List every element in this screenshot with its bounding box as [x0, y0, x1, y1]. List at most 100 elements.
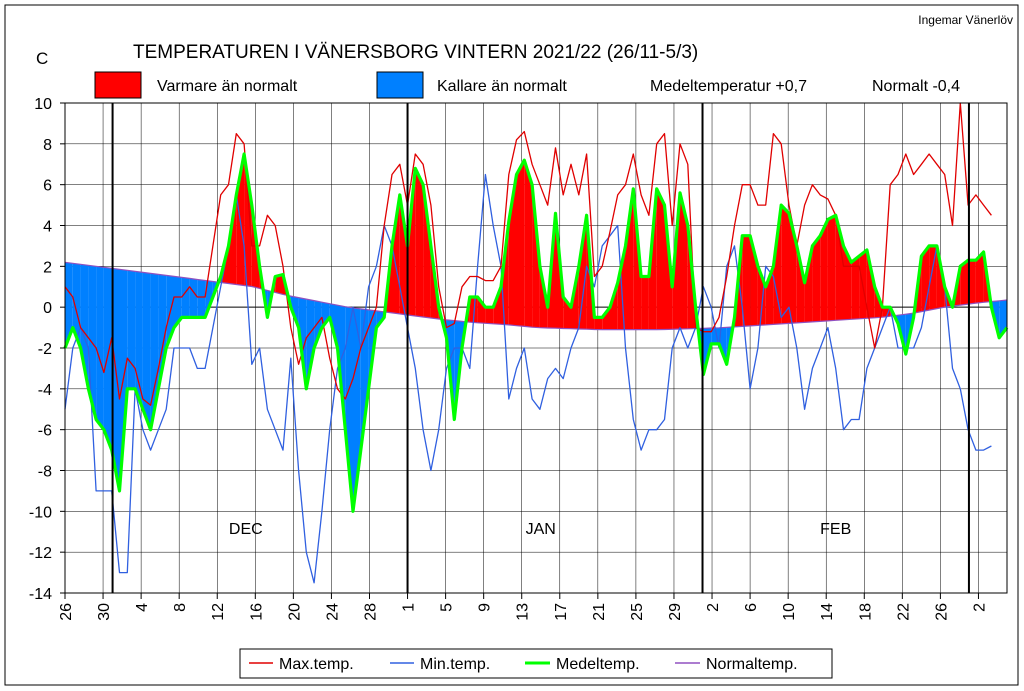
- warm-anomaly-fill: [866, 250, 875, 319]
- x-tick-label: 4: [134, 603, 151, 612]
- x-tick-label: 16: [248, 603, 265, 621]
- x-tick-label: 14: [819, 603, 836, 621]
- legend-warm-swatch: [94, 71, 142, 99]
- cold-anomaly-fill: [189, 278, 198, 318]
- y-axis-ticks: 10 8 6 4 2 0 -2 -4 -6 -8 -10 -12 -14: [29, 96, 65, 603]
- cold-anomaly-fill: [103, 267, 112, 451]
- x-tick-label: 26: [933, 603, 950, 621]
- cold-anomaly-fill: [174, 276, 182, 328]
- x-tick-label: 2: [705, 603, 722, 612]
- month-labels: DEC JAN FEB: [229, 521, 851, 538]
- y-tick-label: 0: [43, 300, 52, 317]
- x-tick-label: 20: [286, 603, 303, 621]
- legend-mean-label: Medeltemp.: [556, 656, 640, 673]
- legend-cold-swatch: [376, 71, 424, 99]
- legend-max-label: Max.temp.: [279, 656, 354, 673]
- warm-anomaly-fill: [742, 235, 751, 327]
- warm-anomaly-fill: [392, 194, 400, 314]
- month-label: FEB: [820, 521, 851, 538]
- warm-anomaly-fill: [804, 245, 813, 323]
- y-tick-label: -10: [29, 504, 52, 521]
- cold-anomaly-fill: [321, 302, 330, 328]
- x-tick-label: 30: [96, 603, 113, 621]
- warm-anomaly-fill: [656, 188, 665, 330]
- warm-anomaly-fill: [781, 205, 789, 324]
- y-tick-label: 2: [43, 259, 52, 276]
- warm-anomaly-fill: [820, 219, 828, 322]
- warm-anomaly-fill: [960, 260, 969, 306]
- x-tick-label: 6: [743, 603, 760, 612]
- x-tick-label: 17: [553, 603, 570, 621]
- cold-anomaly-fill: [65, 262, 73, 348]
- author-credit: Ingemar Vänerlöv: [918, 13, 1013, 27]
- warm-anomaly-fill: [415, 168, 424, 317]
- month-boundaries: [111, 103, 970, 593]
- x-tick-label: 2: [971, 603, 988, 612]
- y-tick-label: -4: [38, 382, 52, 399]
- y-tick-label: -6: [38, 423, 52, 440]
- x-tick-label: 8: [172, 603, 189, 612]
- y-tick-label: -8: [38, 464, 52, 481]
- cold-anomaly-fill: [96, 266, 104, 430]
- x-axis-ticks: 26 30 4 8 12 16 20 24 28 1 5 9 13 17 21 25 29 2 6 10 14 18 22 2…: [58, 593, 988, 621]
- warm-anomaly-fill: [610, 282, 618, 330]
- x-tick-label: 13: [515, 603, 532, 621]
- warm-anomaly-fill: [524, 160, 533, 328]
- cold-anomaly-fill: [306, 299, 315, 389]
- cold-anomaly-fill: [111, 268, 120, 491]
- warm-anomaly-fill: [625, 188, 634, 330]
- warm-anomaly-fill: [765, 266, 774, 325]
- warm-anomaly-fill: [680, 192, 688, 329]
- mean-temperature-label: Medeltemperatur +0,7: [650, 78, 807, 95]
- warm-anomaly-fill: [975, 252, 984, 304]
- warm-anomaly-fill: [275, 274, 283, 295]
- cold-anomaly-fill: [142, 272, 151, 430]
- y-tick-label: 10: [34, 96, 52, 113]
- x-tick-label: 29: [667, 603, 684, 621]
- warm-anomaly-fill: [244, 154, 252, 287]
- y-tick-label: 4: [43, 219, 52, 236]
- warm-anomaly-fill: [827, 215, 836, 321]
- x-tick-label: 28: [362, 603, 379, 621]
- legend-warm-label: Varmare än normalt: [157, 78, 298, 95]
- cold-anomaly-fill: [314, 300, 322, 348]
- warm-anomaly-fill: [968, 260, 976, 305]
- x-tick-label: 5: [439, 603, 456, 612]
- horizontal-gridlines: [65, 143, 1007, 553]
- x-tick-label: 22: [895, 603, 912, 621]
- warm-anomaly-fill: [407, 168, 416, 316]
- y-tick-label: -2: [38, 341, 52, 358]
- chart-title: TEMPERATUREN I VÄNERSBORG VINTERN 2021/2…: [133, 42, 698, 63]
- x-tick-label: 25: [629, 603, 646, 621]
- warm-anomaly-fill: [485, 307, 494, 324]
- warm-anomaly-fill: [516, 160, 525, 327]
- warm-anomaly-fill: [812, 235, 821, 322]
- cold-anomaly-fill: [127, 270, 136, 389]
- warm-anomaly-fill: [882, 307, 891, 318]
- x-tick-label: 12: [210, 603, 227, 621]
- warm-anomaly-fill: [423, 184, 431, 318]
- cold-anomaly-fill: [197, 279, 206, 318]
- x-tick-label: 18: [857, 603, 874, 621]
- cold-anomaly-fill: [345, 306, 353, 512]
- y-tick-label: -14: [29, 586, 52, 603]
- outer-frame: [4, 4, 1019, 686]
- series-lines: [63, 102, 1009, 584]
- warm-anomaly-fill: [843, 245, 852, 320]
- y-tick-label: 6: [43, 178, 52, 195]
- x-tick-label: 1: [401, 603, 418, 612]
- warm-anomaly-fill: [750, 235, 758, 326]
- y-tick-label: -12: [29, 545, 52, 562]
- month-label: JAN: [526, 521, 556, 538]
- mean-temp-line: [63, 152, 1009, 513]
- warm-anomaly-fill: [641, 276, 649, 330]
- x-tick-label: 10: [781, 603, 798, 621]
- x-tick-label: 24: [324, 603, 341, 621]
- warm-anomaly-fill: [602, 307, 610, 330]
- min-temp-line: [64, 173, 992, 584]
- normal-temperature-label: Normalt -0,4: [872, 78, 960, 95]
- x-tick-label: 26: [58, 603, 75, 621]
- legend-min-label: Min.temp.: [420, 656, 490, 673]
- warm-anomaly-fill: [929, 245, 937, 311]
